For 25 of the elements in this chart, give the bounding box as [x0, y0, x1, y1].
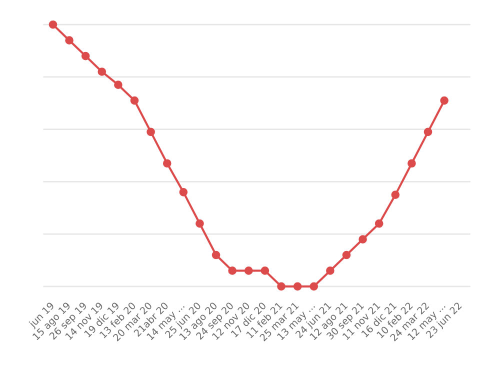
point — [310, 282, 318, 291]
point — [81, 52, 90, 60]
point — [342, 250, 351, 260]
point — [130, 96, 139, 105]
point — [228, 266, 237, 275]
point — [391, 190, 400, 199]
point — [374, 219, 384, 228]
point — [212, 250, 220, 260]
point — [408, 159, 416, 168]
point — [48, 20, 58, 29]
point — [162, 159, 172, 168]
point — [260, 266, 270, 275]
point — [114, 80, 122, 89]
point — [196, 219, 204, 228]
point — [293, 282, 302, 291]
point — [326, 266, 334, 275]
point — [65, 36, 74, 44]
point — [440, 96, 448, 105]
point — [424, 128, 432, 136]
point — [358, 235, 367, 244]
point — [277, 282, 286, 291]
point — [98, 68, 106, 76]
point — [179, 188, 188, 196]
point — [146, 128, 155, 136]
point — [244, 266, 253, 275]
